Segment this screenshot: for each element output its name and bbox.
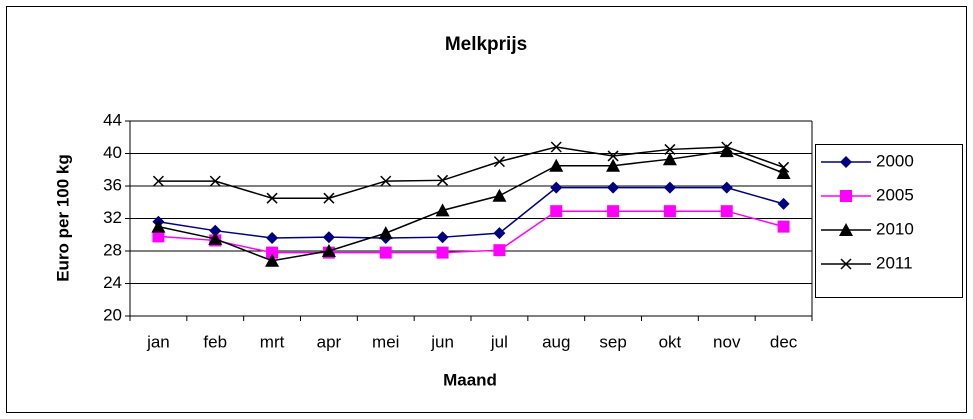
marker xyxy=(151,219,166,233)
series-line xyxy=(158,150,784,262)
marker xyxy=(435,203,450,217)
x-tick-label: mrt xyxy=(260,332,285,351)
y-tick-label: 24 xyxy=(103,273,122,292)
x-tick-label: jul xyxy=(490,332,508,351)
y-tick-label: 44 xyxy=(103,110,122,129)
marker xyxy=(378,226,393,240)
x-tick-label: dec xyxy=(770,332,798,351)
x-tick-label: feb xyxy=(203,332,227,351)
marker xyxy=(664,143,676,155)
x-tick-label: sep xyxy=(599,332,626,351)
marker xyxy=(550,141,562,153)
marker xyxy=(607,150,619,162)
x-tick-label: nov xyxy=(713,332,741,351)
marker xyxy=(663,205,676,218)
marker xyxy=(266,246,279,259)
marker xyxy=(323,192,335,204)
series-line xyxy=(158,146,784,199)
marker xyxy=(719,144,734,158)
marker xyxy=(839,223,853,236)
series-line xyxy=(158,186,784,239)
marker xyxy=(777,220,790,233)
marker xyxy=(436,231,449,244)
marker xyxy=(265,253,280,267)
marker xyxy=(550,181,563,194)
legend-label: 2010 xyxy=(876,219,914,238)
marker xyxy=(607,205,620,218)
marker xyxy=(209,224,222,237)
y-tick-label: 36 xyxy=(103,175,122,194)
x-tick-label: aug xyxy=(542,332,570,351)
marker xyxy=(436,246,449,259)
legend-label: 2005 xyxy=(876,185,914,204)
marker xyxy=(493,244,506,257)
marker xyxy=(209,175,221,187)
marker xyxy=(607,181,620,194)
marker xyxy=(437,174,449,186)
marker xyxy=(208,231,223,245)
marker xyxy=(152,175,164,187)
marker xyxy=(662,152,677,166)
marker xyxy=(778,161,790,173)
marker xyxy=(321,244,336,257)
marker xyxy=(379,246,392,259)
chart-title: Melkprijs xyxy=(445,34,527,55)
legend-box xyxy=(815,144,963,298)
marker xyxy=(663,181,676,194)
legend-label: 2000 xyxy=(876,151,914,170)
marker xyxy=(266,232,279,244)
marker xyxy=(840,258,852,270)
x-tick-label: apr xyxy=(317,332,342,351)
marker xyxy=(777,197,790,210)
marker xyxy=(266,192,278,204)
x-axis-label: Maand xyxy=(443,370,497,389)
chart-frame xyxy=(6,6,967,413)
x-tick-label: jun xyxy=(430,332,454,351)
y-tick-label: 32 xyxy=(103,208,122,227)
legend-label: 2011 xyxy=(876,253,913,272)
marker xyxy=(322,231,335,244)
marker xyxy=(492,188,507,202)
x-tick-label: okt xyxy=(659,332,682,351)
marker xyxy=(549,158,564,172)
marker xyxy=(721,141,733,153)
x-tick-label: mei xyxy=(372,332,399,351)
series-line xyxy=(158,210,784,254)
marker xyxy=(550,205,563,218)
y-tick-label: 40 xyxy=(103,143,122,162)
marker xyxy=(152,230,165,243)
x-tick-label: jan xyxy=(146,332,170,351)
marker xyxy=(720,205,733,218)
marker xyxy=(493,156,505,168)
marker xyxy=(840,190,852,202)
marker xyxy=(720,181,733,194)
marker xyxy=(606,158,621,172)
marker xyxy=(840,156,852,168)
marker xyxy=(380,175,392,187)
y-tick-label: 28 xyxy=(103,240,122,259)
marker xyxy=(493,227,506,240)
y-tick-label: 20 xyxy=(103,305,122,324)
marker xyxy=(776,166,791,179)
y-axis-label: Euro per 100 kg xyxy=(53,154,72,282)
